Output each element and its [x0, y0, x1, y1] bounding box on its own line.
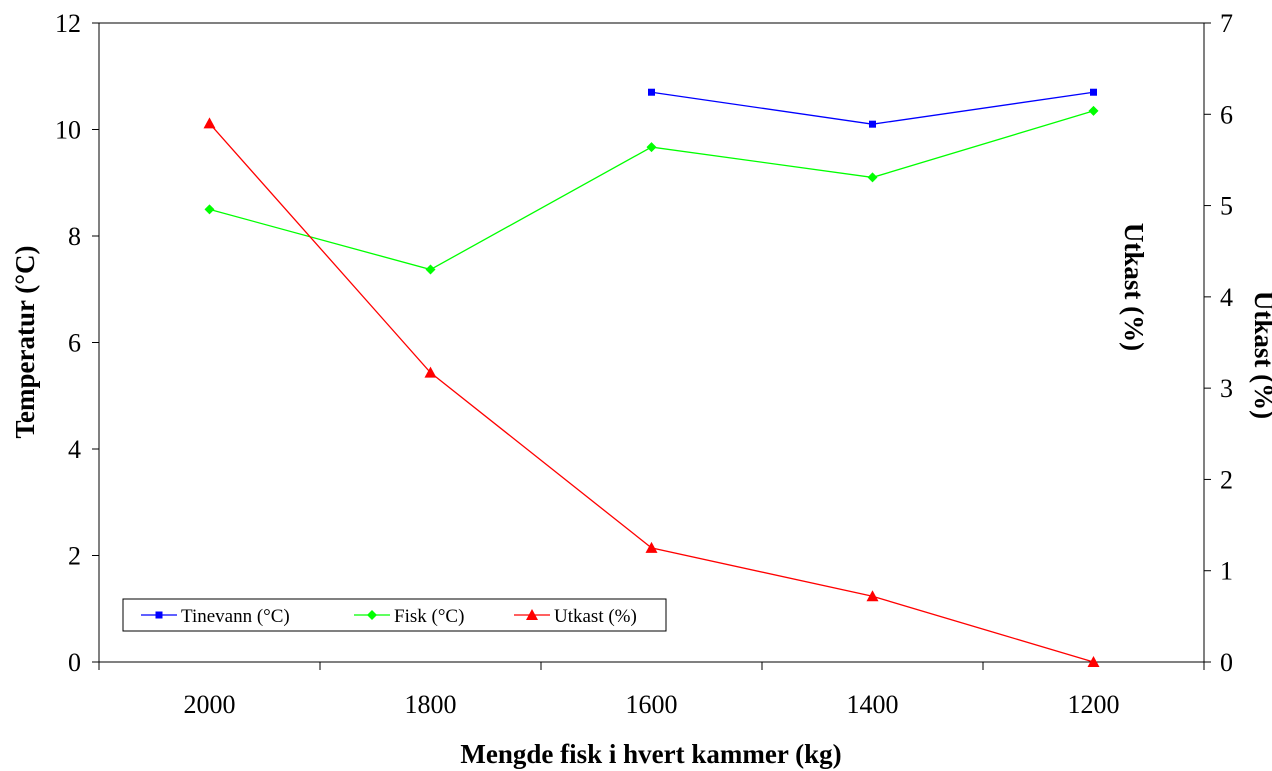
- x-axis-title: Mengde fisk i hvert kammer (kg): [460, 739, 841, 769]
- y-tick-label: 0: [68, 648, 81, 677]
- y-tick-label: 4: [68, 435, 81, 464]
- series-line-utkast: [209, 122, 1094, 663]
- series-lines: [209, 91, 1094, 663]
- data-point-fisk-c: [425, 264, 436, 275]
- data-point-fisk-c: [204, 204, 215, 215]
- legend-label-utkast: Utkast (%): [554, 606, 637, 627]
- legend-marker-utkast: [526, 609, 538, 620]
- y2-tick-label: 0: [1220, 648, 1233, 677]
- data-point-utkast: [645, 541, 658, 553]
- data-point-utkast: [424, 366, 437, 378]
- y2-axis-title-clipped: Utkast (%): [1249, 291, 1272, 419]
- data-point-fisk-c: [867, 172, 878, 183]
- legend: Tinevann (°C) Fisk (°C) Utkast (%): [122, 598, 667, 632]
- y-axis-title: Temperatur (°C): [10, 245, 40, 438]
- data-point-fisk-c: [646, 142, 657, 153]
- x-tick-label: 1800: [405, 690, 457, 719]
- y-tick-label: 2: [68, 542, 81, 571]
- y2-tick-label: 1: [1220, 557, 1233, 586]
- x-tick-label: 1200: [1068, 690, 1120, 719]
- axes: [98, 22, 1205, 663]
- y2-tick-label: 3: [1220, 374, 1233, 403]
- y-tick-label: 12: [55, 9, 81, 38]
- legend-label-tinevann-c: Tinevann (°C): [181, 606, 290, 627]
- data-point-tinevann-c: [869, 120, 876, 128]
- data-point-tinevann-c: [1090, 88, 1097, 96]
- legend-marker-fisk-c: [367, 610, 377, 620]
- data-point-utkast: [203, 117, 216, 129]
- y-tick-label: 6: [68, 329, 81, 358]
- data-point-fisk-c: [1088, 105, 1099, 116]
- y2-axis-title: Utkast (%): [1119, 223, 1149, 351]
- data-point-utkast: [1087, 656, 1100, 667]
- series-line-tinevann-c: [651, 91, 1094, 125]
- series-line-fisk-c: [209, 110, 1094, 271]
- x-tick-label: 1400: [847, 690, 899, 719]
- y-tick-label: 10: [55, 116, 81, 145]
- series-markers: [203, 88, 1100, 667]
- data-point-tinevann-c: [648, 88, 655, 96]
- y2-tick-label: 2: [1220, 465, 1233, 494]
- data-point-utkast: [866, 590, 879, 602]
- legend-marker-tinevann-c: [155, 611, 163, 619]
- legend-box: [122, 598, 667, 632]
- x-tick-label: 2000: [184, 690, 236, 719]
- y2-tick-label: 5: [1220, 192, 1233, 221]
- x-tick-label: 1600: [626, 690, 678, 719]
- y2-tick-label: 7: [1220, 9, 1233, 38]
- y-tick-label: 8: [68, 222, 81, 251]
- legend-label-fisk-c: Fisk (°C): [394, 606, 464, 627]
- y2-tick-label: 6: [1220, 100, 1233, 129]
- y2-tick-label: 4: [1220, 283, 1233, 312]
